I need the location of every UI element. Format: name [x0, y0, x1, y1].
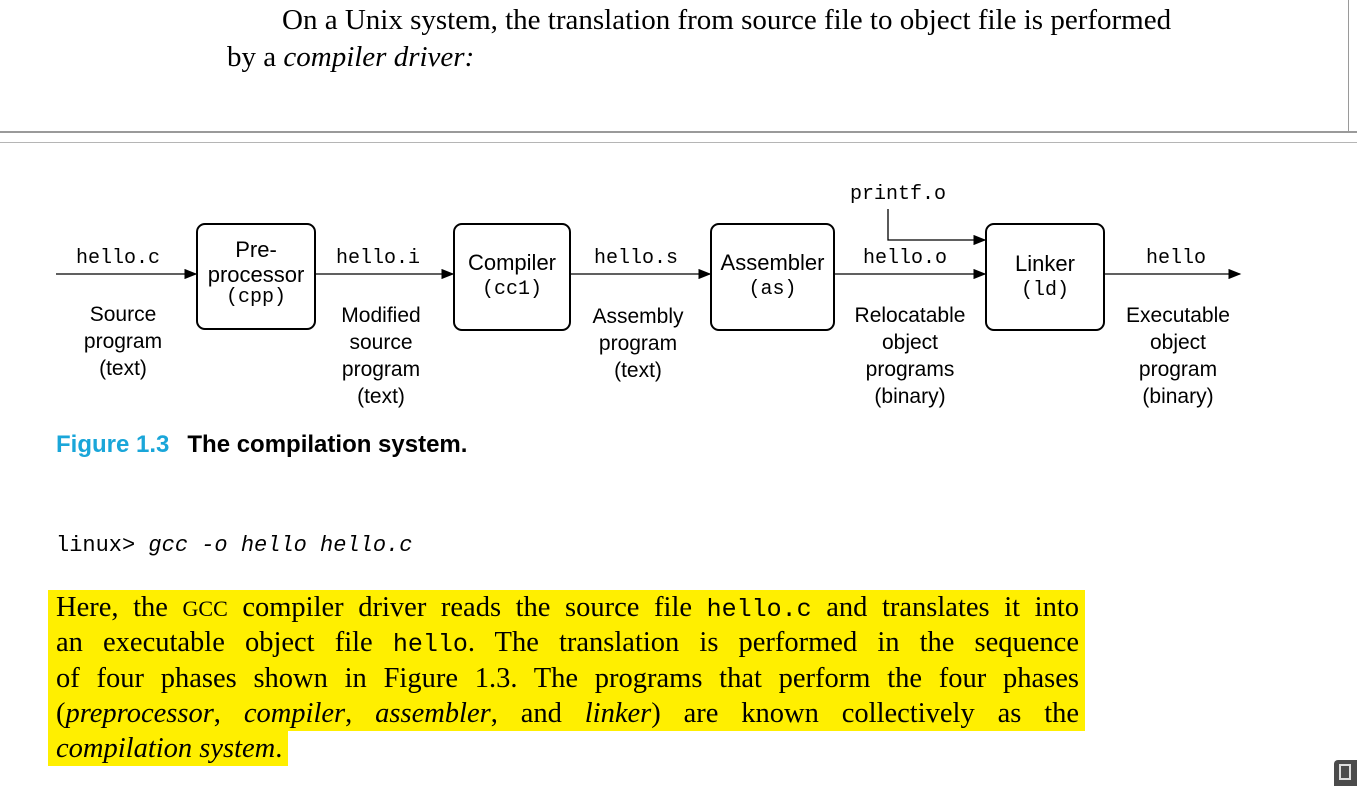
- assembler-label: Assembler (as): [720, 250, 825, 301]
- intro-prefix: by a: [227, 41, 284, 73]
- para-line-4: (preprocessor, compiler, assembler, and …: [48, 695, 1085, 732]
- file-hello-s: hello.s: [594, 247, 679, 270]
- para-line-1: Here, the GCC compiler driver reads the …: [48, 590, 1085, 626]
- file-hello: hello: [1146, 247, 1207, 270]
- file-hello-o: hello.o: [863, 247, 948, 270]
- figure-caption: Figure 1.3 The compilation system.: [56, 431, 467, 459]
- file-printf-o: printf.o: [850, 183, 947, 206]
- file-hello-c: hello.c: [76, 247, 161, 270]
- intro-term: compiler driver:: [283, 41, 475, 73]
- file-hello-i: hello.i: [336, 247, 421, 270]
- box-linker: [985, 223, 1105, 331]
- highlighted-paragraph: Here, the GCC compiler driver reads the …: [48, 590, 1085, 767]
- intro-line-2: by a compiler driver:: [227, 41, 474, 74]
- page-break: [0, 131, 1357, 143]
- page-edge: [1348, 0, 1349, 131]
- command-line: linux> gcc -o hello hello.c: [56, 533, 412, 558]
- figure-title: The compilation system.: [187, 431, 468, 458]
- command-prompt: linux>: [56, 533, 136, 558]
- intro-line-1: On a Unix system, the translation from s…: [282, 4, 1172, 36]
- figure-number: Figure 1.3: [56, 431, 170, 458]
- linker-label: Linker (ld): [1015, 251, 1075, 302]
- arrow-printf-o: [887, 209, 987, 246]
- para-line-5: compilation system.: [48, 731, 289, 767]
- box-compiler: [453, 223, 571, 331]
- compiler-label: Compiler (cc1): [467, 250, 557, 301]
- grid-icon[interactable]: [1334, 760, 1357, 786]
- para-line-3: of four phases shown in Figure 1.3. The …: [48, 660, 1085, 696]
- box-assembler: [710, 223, 835, 331]
- box-preprocessor: [196, 223, 316, 330]
- diagram-lines: [56, 209, 1242, 331]
- desc-assembly: Assembly program (text): [592, 305, 684, 382]
- compilation-diagram: Pre- processor (cpp) Compiler (cc1) Asse…: [0, 150, 1357, 430]
- preprocessor-label: Pre- processor (cpp): [207, 237, 305, 309]
- desc-modified-source: Modified source program (text): [341, 304, 421, 408]
- command-typed: gcc -o hello hello.c: [148, 533, 413, 558]
- desc-relocatable: Relocatable object programs (binary): [854, 304, 966, 408]
- para-line-2: an executable object file hello. The tra…: [48, 625, 1085, 661]
- desc-executable: Executable object program (binary): [1126, 304, 1230, 408]
- desc-source: Source program (text): [83, 303, 163, 380]
